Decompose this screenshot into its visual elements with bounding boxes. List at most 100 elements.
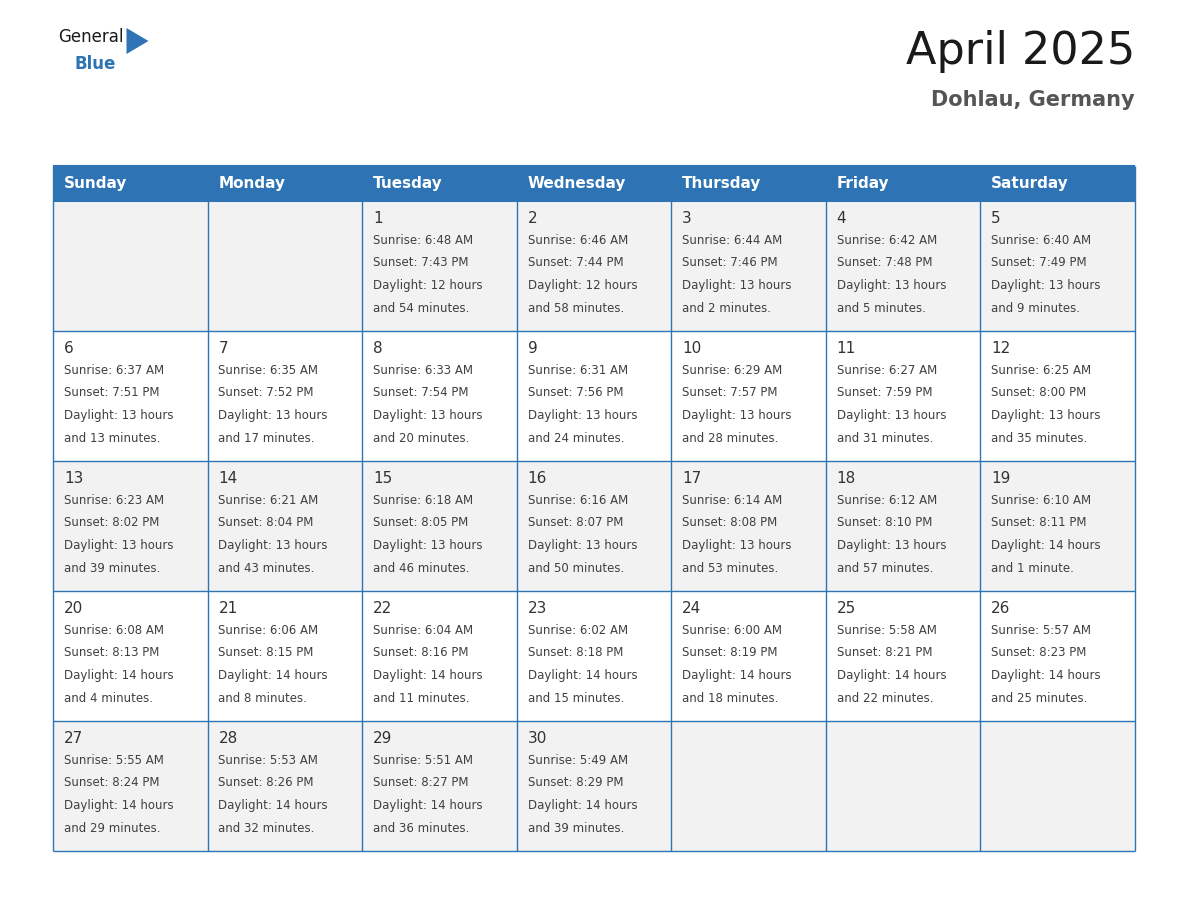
Bar xyxy=(517,166,671,201)
Text: Sunset: 8:29 PM: Sunset: 8:29 PM xyxy=(527,777,623,789)
Text: Sunset: 8:05 PM: Sunset: 8:05 PM xyxy=(373,517,468,530)
Text: Sunrise: 6:42 AM: Sunrise: 6:42 AM xyxy=(836,234,937,247)
Text: Daylight: 13 hours: Daylight: 13 hours xyxy=(682,539,791,552)
Bar xyxy=(517,721,671,851)
Text: Sunset: 8:10 PM: Sunset: 8:10 PM xyxy=(836,517,933,530)
Bar xyxy=(208,591,362,721)
Text: 2: 2 xyxy=(527,211,537,226)
Text: Sunrise: 6:18 AM: Sunrise: 6:18 AM xyxy=(373,494,473,507)
Text: Sunset: 8:26 PM: Sunset: 8:26 PM xyxy=(219,777,314,789)
Bar xyxy=(980,166,1135,201)
Text: Sunrise: 6:25 AM: Sunrise: 6:25 AM xyxy=(991,364,1092,377)
Text: Sunrise: 6:10 AM: Sunrise: 6:10 AM xyxy=(991,494,1092,507)
Text: and 36 minutes.: and 36 minutes. xyxy=(373,822,469,834)
Text: 1: 1 xyxy=(373,211,383,226)
Text: 13: 13 xyxy=(64,471,83,486)
Text: Daylight: 14 hours: Daylight: 14 hours xyxy=(682,669,791,682)
Text: Sunset: 7:46 PM: Sunset: 7:46 PM xyxy=(682,256,778,270)
Text: and 43 minutes.: and 43 minutes. xyxy=(219,562,315,575)
Text: General: General xyxy=(58,28,124,46)
Text: Sunset: 7:51 PM: Sunset: 7:51 PM xyxy=(64,386,159,399)
Text: Daylight: 14 hours: Daylight: 14 hours xyxy=(991,539,1101,552)
Text: 19: 19 xyxy=(991,471,1011,486)
Text: 4: 4 xyxy=(836,211,846,226)
Text: and 25 minutes.: and 25 minutes. xyxy=(991,691,1088,704)
Text: Daylight: 14 hours: Daylight: 14 hours xyxy=(527,669,637,682)
Text: Sunrise: 6:37 AM: Sunrise: 6:37 AM xyxy=(64,364,164,377)
Text: and 22 minutes.: and 22 minutes. xyxy=(836,691,934,704)
Bar xyxy=(980,721,1135,851)
Text: Daylight: 13 hours: Daylight: 13 hours xyxy=(527,539,637,552)
Text: Sunrise: 5:49 AM: Sunrise: 5:49 AM xyxy=(527,754,627,767)
Text: Sunrise: 6:46 AM: Sunrise: 6:46 AM xyxy=(527,234,627,247)
Text: Sunrise: 6:44 AM: Sunrise: 6:44 AM xyxy=(682,234,783,247)
Text: Sunset: 8:15 PM: Sunset: 8:15 PM xyxy=(219,646,314,659)
Text: 26: 26 xyxy=(991,601,1011,616)
Text: Sunset: 7:54 PM: Sunset: 7:54 PM xyxy=(373,386,468,399)
Text: Daylight: 14 hours: Daylight: 14 hours xyxy=(527,799,637,812)
Text: Sunset: 8:21 PM: Sunset: 8:21 PM xyxy=(836,646,933,659)
Text: and 57 minutes.: and 57 minutes. xyxy=(836,562,933,575)
Text: Saturday: Saturday xyxy=(991,176,1069,191)
Text: and 17 minutes.: and 17 minutes. xyxy=(219,431,315,444)
Text: Sunrise: 6:31 AM: Sunrise: 6:31 AM xyxy=(527,364,627,377)
Bar xyxy=(208,331,362,461)
Text: Sunrise: 6:21 AM: Sunrise: 6:21 AM xyxy=(219,494,318,507)
Text: Daylight: 13 hours: Daylight: 13 hours xyxy=(219,539,328,552)
Text: Thursday: Thursday xyxy=(682,176,762,191)
Bar xyxy=(671,461,826,591)
Bar xyxy=(517,331,671,461)
Bar xyxy=(671,166,826,201)
Text: Monday: Monday xyxy=(219,176,285,191)
Text: and 18 minutes.: and 18 minutes. xyxy=(682,691,778,704)
Text: 21: 21 xyxy=(219,601,238,616)
Text: and 15 minutes.: and 15 minutes. xyxy=(527,691,624,704)
Text: Sunrise: 6:48 AM: Sunrise: 6:48 AM xyxy=(373,234,473,247)
Text: Daylight: 13 hours: Daylight: 13 hours xyxy=(836,279,946,292)
Bar xyxy=(671,331,826,461)
Text: Daylight: 14 hours: Daylight: 14 hours xyxy=(219,799,328,812)
Text: Sunrise: 5:55 AM: Sunrise: 5:55 AM xyxy=(64,754,164,767)
Text: Sunrise: 5:58 AM: Sunrise: 5:58 AM xyxy=(836,624,936,637)
Text: 16: 16 xyxy=(527,471,546,486)
Text: Wednesday: Wednesday xyxy=(527,176,626,191)
Bar xyxy=(826,331,980,461)
Bar xyxy=(362,461,517,591)
Bar xyxy=(980,591,1135,721)
Text: and 58 minutes.: and 58 minutes. xyxy=(527,301,624,315)
Text: Sunset: 8:13 PM: Sunset: 8:13 PM xyxy=(64,646,159,659)
Bar xyxy=(208,461,362,591)
Bar xyxy=(208,166,362,201)
Text: Sunrise: 6:14 AM: Sunrise: 6:14 AM xyxy=(682,494,783,507)
Text: Sunset: 8:00 PM: Sunset: 8:00 PM xyxy=(991,386,1087,399)
Text: Sunrise: 6:04 AM: Sunrise: 6:04 AM xyxy=(373,624,473,637)
Text: and 35 minutes.: and 35 minutes. xyxy=(991,431,1087,444)
Bar xyxy=(53,721,208,851)
Text: 14: 14 xyxy=(219,471,238,486)
Text: 20: 20 xyxy=(64,601,83,616)
Text: Sunset: 7:44 PM: Sunset: 7:44 PM xyxy=(527,256,624,270)
Text: Sunset: 7:43 PM: Sunset: 7:43 PM xyxy=(373,256,468,270)
Text: Sunrise: 6:08 AM: Sunrise: 6:08 AM xyxy=(64,624,164,637)
Text: Sunset: 8:02 PM: Sunset: 8:02 PM xyxy=(64,517,159,530)
Text: and 20 minutes.: and 20 minutes. xyxy=(373,431,469,444)
Text: Daylight: 13 hours: Daylight: 13 hours xyxy=(64,539,173,552)
Bar xyxy=(517,201,671,331)
Text: and 39 minutes.: and 39 minutes. xyxy=(527,822,624,834)
Text: 22: 22 xyxy=(373,601,392,616)
Bar xyxy=(826,201,980,331)
Bar xyxy=(980,331,1135,461)
Text: and 11 minutes.: and 11 minutes. xyxy=(373,691,469,704)
Text: 8: 8 xyxy=(373,341,383,356)
Text: Sunrise: 6:33 AM: Sunrise: 6:33 AM xyxy=(373,364,473,377)
Bar xyxy=(53,461,208,591)
Text: Sunrise: 6:16 AM: Sunrise: 6:16 AM xyxy=(527,494,627,507)
Text: and 24 minutes.: and 24 minutes. xyxy=(527,431,624,444)
Text: Daylight: 14 hours: Daylight: 14 hours xyxy=(373,669,482,682)
Text: Daylight: 13 hours: Daylight: 13 hours xyxy=(682,279,791,292)
Text: Sunset: 7:56 PM: Sunset: 7:56 PM xyxy=(527,386,623,399)
Text: Dohlau, Germany: Dohlau, Germany xyxy=(931,90,1135,110)
Text: 25: 25 xyxy=(836,601,855,616)
Bar xyxy=(980,201,1135,331)
Text: and 39 minutes.: and 39 minutes. xyxy=(64,562,160,575)
